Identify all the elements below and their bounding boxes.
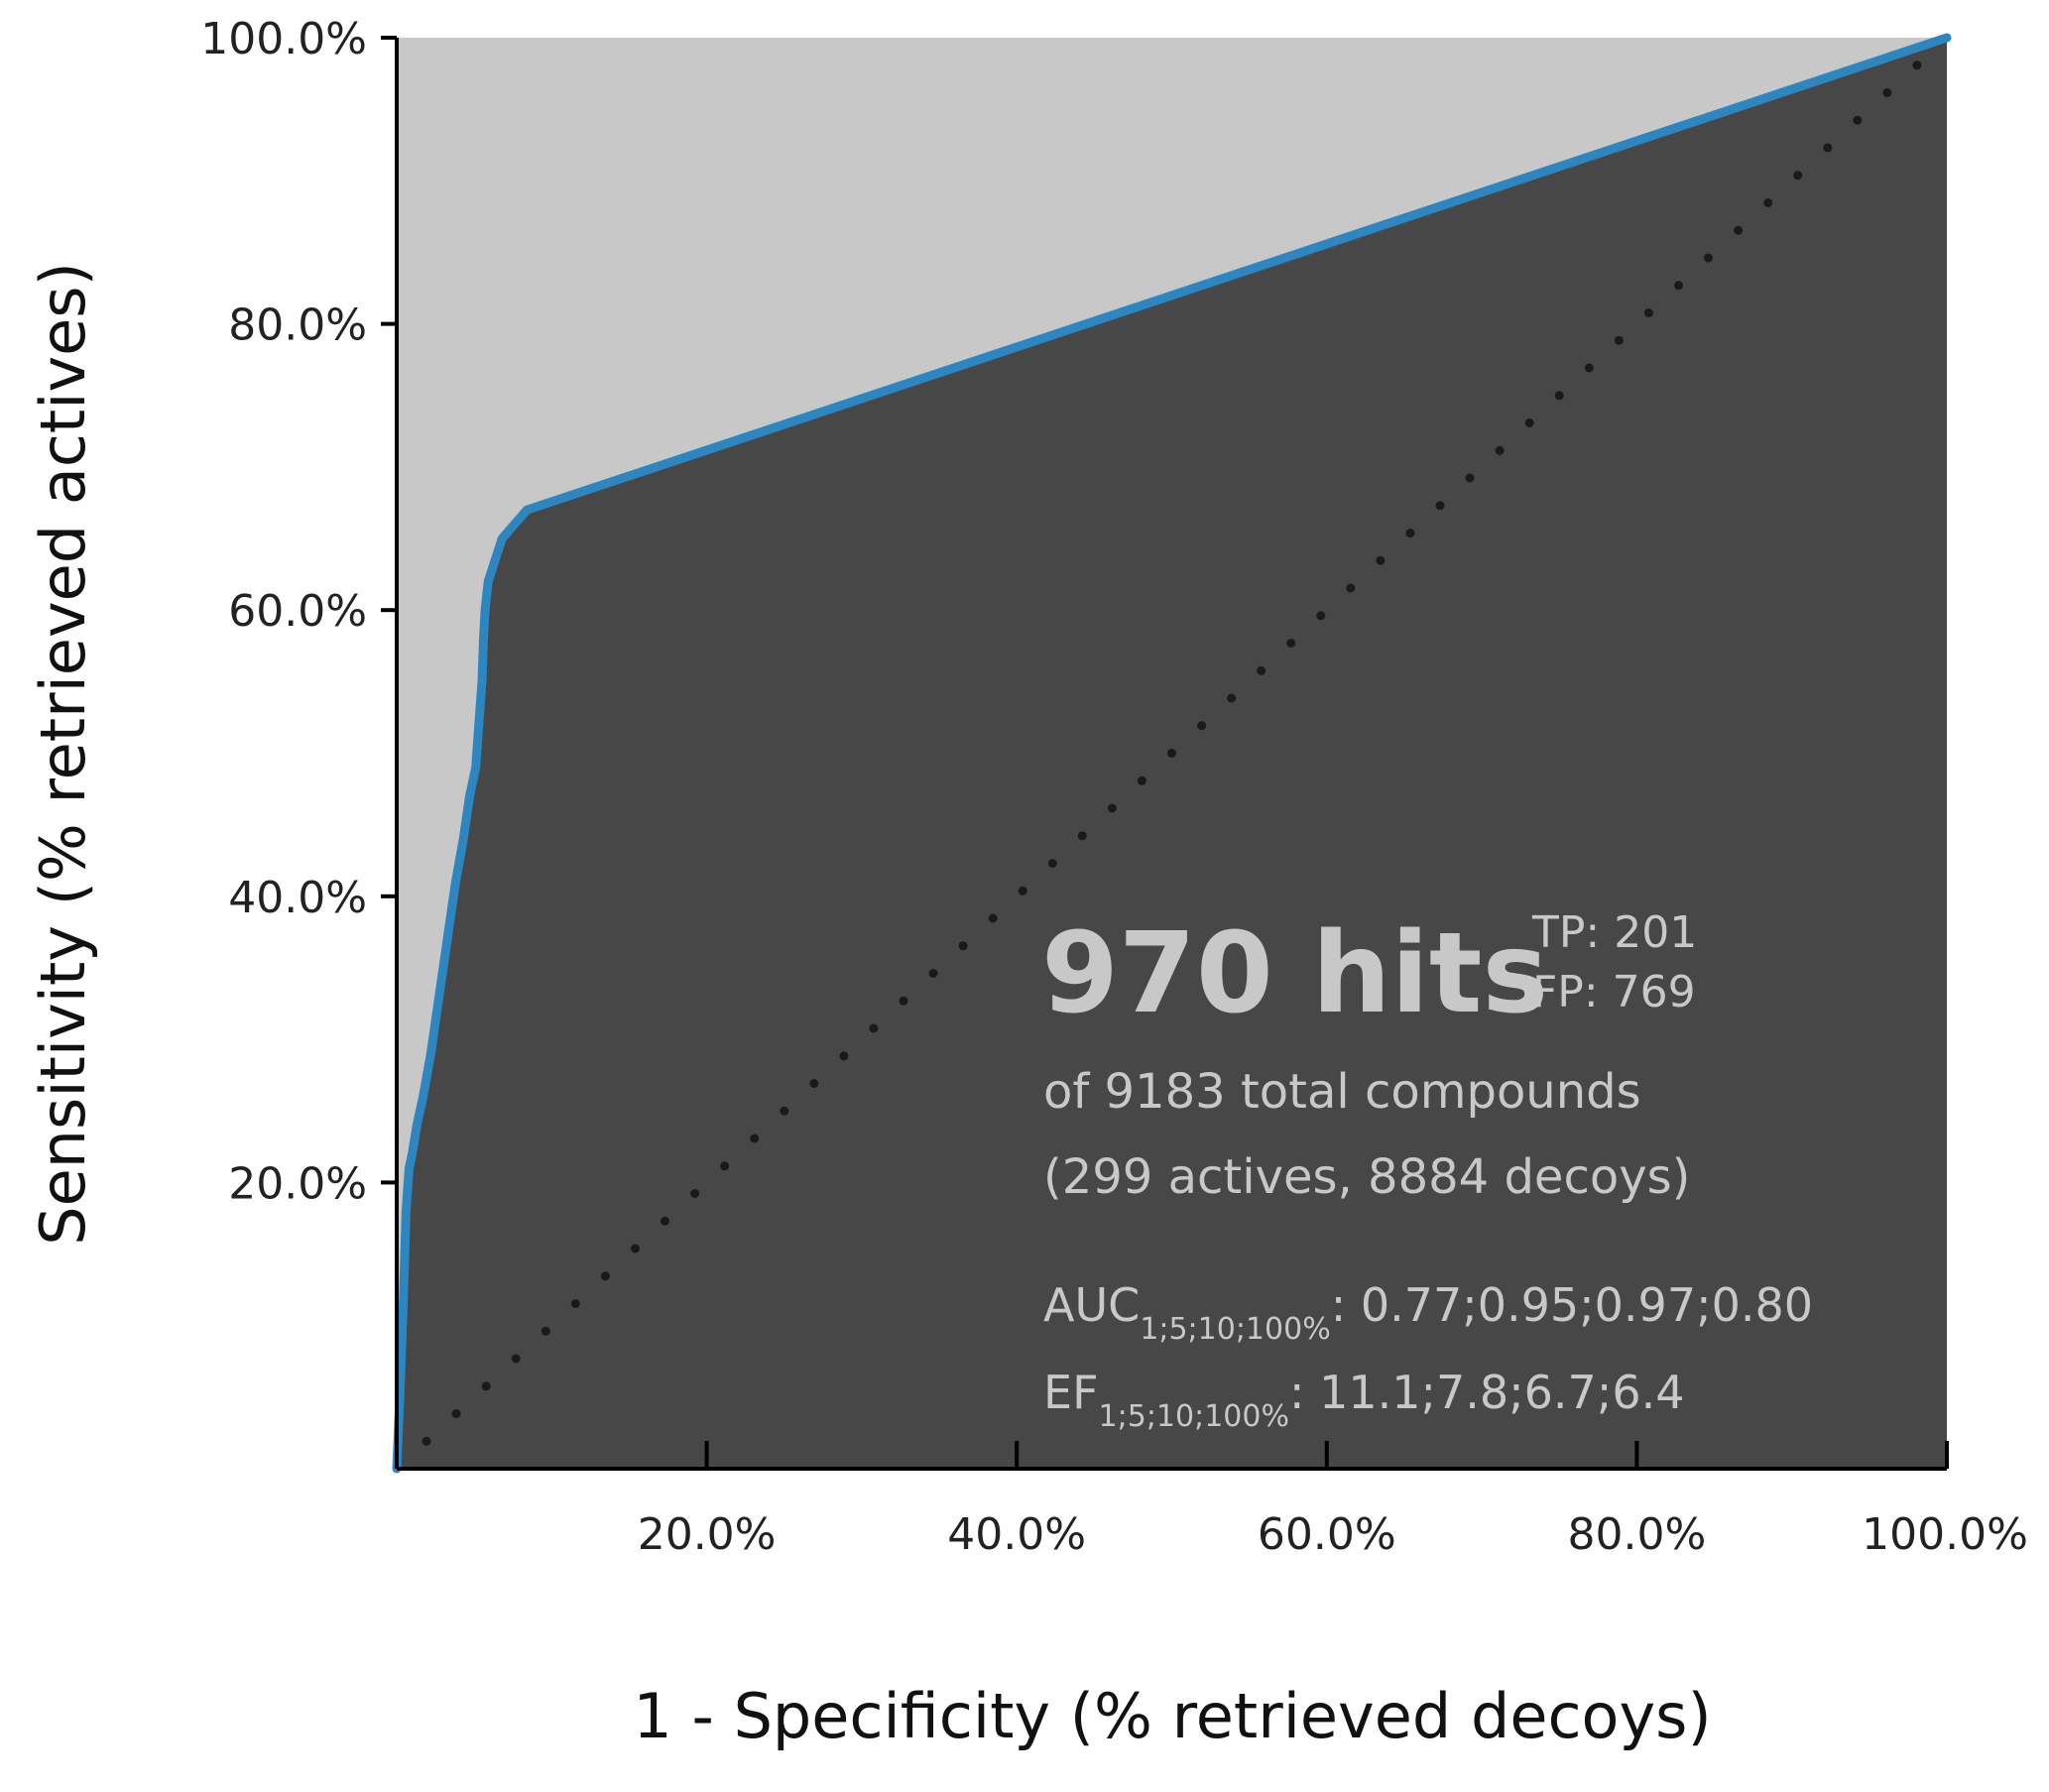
diagonal-dot [1197, 721, 1207, 731]
diagonal-dot [1584, 363, 1594, 373]
diagonal-dot [1137, 776, 1146, 785]
diagonal-dot [809, 1079, 819, 1088]
y-axis-title: Sensitivity (% retrieved actives) [27, 262, 99, 1246]
diagonal-dot [1554, 391, 1564, 401]
auc-metrics: AUC1;5;10;100%: 0.77;0.95;0.97;0.80 [1043, 1278, 1813, 1347]
diagonal-dot [1495, 445, 1505, 455]
auc-label: AUC [1043, 1278, 1140, 1332]
diagonal-dot [1257, 665, 1266, 675]
annotation-box: 970 hits TP: 201 FP: 769 of 9183 total c… [1041, 907, 1813, 1434]
auc-subscript: 1;5;10;100% [1140, 1312, 1330, 1347]
hits-count: 970 hits [1041, 909, 1548, 1038]
diagonal-dot [958, 941, 968, 951]
diagonal-dot [422, 1436, 431, 1446]
ef-metrics: EF1;5;10;100%: 11.1;7.8;6.7;6.4 [1043, 1366, 1684, 1434]
random-diagonal [422, 60, 1922, 1446]
diagonal-dot [631, 1244, 640, 1254]
diagonal-dot [1882, 88, 1892, 97]
diagonal-dot [661, 1216, 669, 1226]
diagonal-dot [869, 1023, 879, 1033]
ef-subscript: 1;5;10;100% [1099, 1399, 1289, 1434]
diagonal-dot [570, 1299, 580, 1308]
diagonal-dot [1286, 639, 1296, 648]
diagonal-dot [1376, 555, 1386, 565]
roc-curve-line [392, 33, 1952, 1474]
x-axis-title: 1 - Specificity (% retrieved decoys) [633, 1680, 1711, 1752]
diagonal-dot [780, 1106, 789, 1116]
diagonal-dot [1674, 281, 1683, 291]
diagonal-dot [1704, 253, 1713, 263]
x-tick-label: 100.0% [1862, 1509, 2028, 1560]
diagonal-dot [1077, 831, 1087, 841]
x-tick-label: 80.0% [1568, 1509, 1707, 1560]
y-tick-label: 60.0% [228, 586, 367, 637]
diagonal-dot [511, 1354, 521, 1364]
diagonal-dot [1853, 115, 1863, 125]
diagonal-dot [1734, 225, 1744, 235]
x-tick-label: 20.0% [638, 1509, 777, 1560]
diagonal-dot [1047, 859, 1057, 868]
diagonal-dot [1823, 143, 1833, 153]
diagonal-dot [1793, 171, 1803, 180]
false-positives: FP: 769 [1532, 967, 1696, 1017]
diagonal-dot [1465, 473, 1475, 483]
true-positives: TP: 201 [1531, 907, 1697, 958]
diagonal-dot [1346, 583, 1356, 593]
diagonal-dot [481, 1381, 491, 1391]
y-axis-ticks: 20.0% 40.0% 60.0% 80.0% 100.0% [200, 14, 397, 1209]
diagonal-dot [541, 1326, 550, 1336]
diagonal-dot [451, 1409, 461, 1418]
diagonal-dot [1018, 886, 1027, 896]
y-tick-label: 100.0% [200, 14, 367, 64]
diagonal-dot [1763, 198, 1773, 207]
diagonal-dot [839, 1051, 849, 1061]
diagonal-dot [690, 1189, 700, 1198]
diagonal-dot [928, 969, 938, 978]
ef-values: : 11.1;7.8;6.7;6.4 [1289, 1366, 1685, 1419]
x-tick-label: 40.0% [947, 1509, 1086, 1560]
total-compounds: of 9183 total compounds [1043, 1064, 1641, 1120]
diagonal-dot [720, 1161, 730, 1171]
auc-values: : 0.77;0.95;0.97;0.80 [1331, 1278, 1813, 1332]
diagonal-dot [600, 1271, 610, 1281]
diagonal-dot [1524, 418, 1534, 427]
ef-label: EF [1043, 1366, 1099, 1419]
diagonal-dot [988, 913, 998, 923]
diagonal-dot [1435, 501, 1445, 511]
y-tick-label: 40.0% [228, 873, 367, 923]
diagonal-dot [1167, 749, 1176, 758]
x-tick-label: 60.0% [1258, 1509, 1396, 1560]
diagonal-dot [1107, 803, 1117, 813]
y-tick-label: 80.0% [228, 300, 367, 351]
y-tick-label: 20.0% [228, 1158, 367, 1209]
diagonal-dot [1227, 693, 1237, 703]
diagonal-dot [1614, 335, 1624, 345]
diagonal-dot [899, 996, 908, 1006]
diagonal-dot [750, 1134, 760, 1143]
diagonal-dot [1643, 308, 1653, 317]
diagonal-dot [1912, 60, 1922, 70]
x-axis-ticks: 20.0% 40.0% 60.0% 80.0% 100.0% [638, 1441, 2028, 1560]
compound-breakdown: (299 actives, 8884 decoys) [1043, 1149, 1690, 1205]
diagonal-dot [1316, 611, 1326, 621]
diagonal-dot [1405, 529, 1415, 538]
